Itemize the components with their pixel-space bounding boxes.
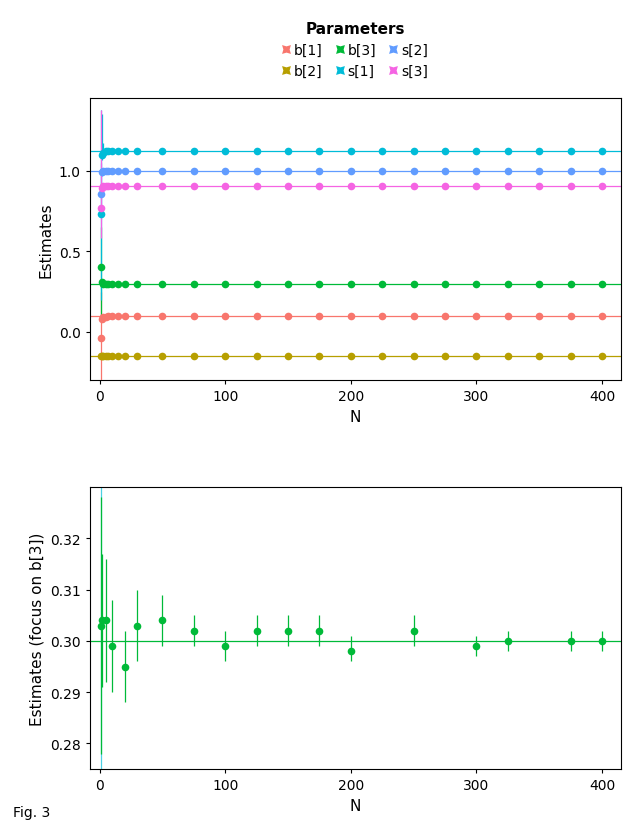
Legend: b[1], b[2], b[3], s[1], s[2], s[3]: b[1], b[2], b[3], s[1], s[2], s[3] [282, 22, 428, 79]
Text: Fig. 3: Fig. 3 [13, 805, 50, 819]
X-axis label: N: N [349, 798, 361, 813]
Y-axis label: Estimates: Estimates [38, 203, 53, 278]
Y-axis label: Estimates (focus on b[3]): Estimates (focus on b[3]) [29, 532, 44, 725]
X-axis label: N: N [349, 409, 361, 424]
